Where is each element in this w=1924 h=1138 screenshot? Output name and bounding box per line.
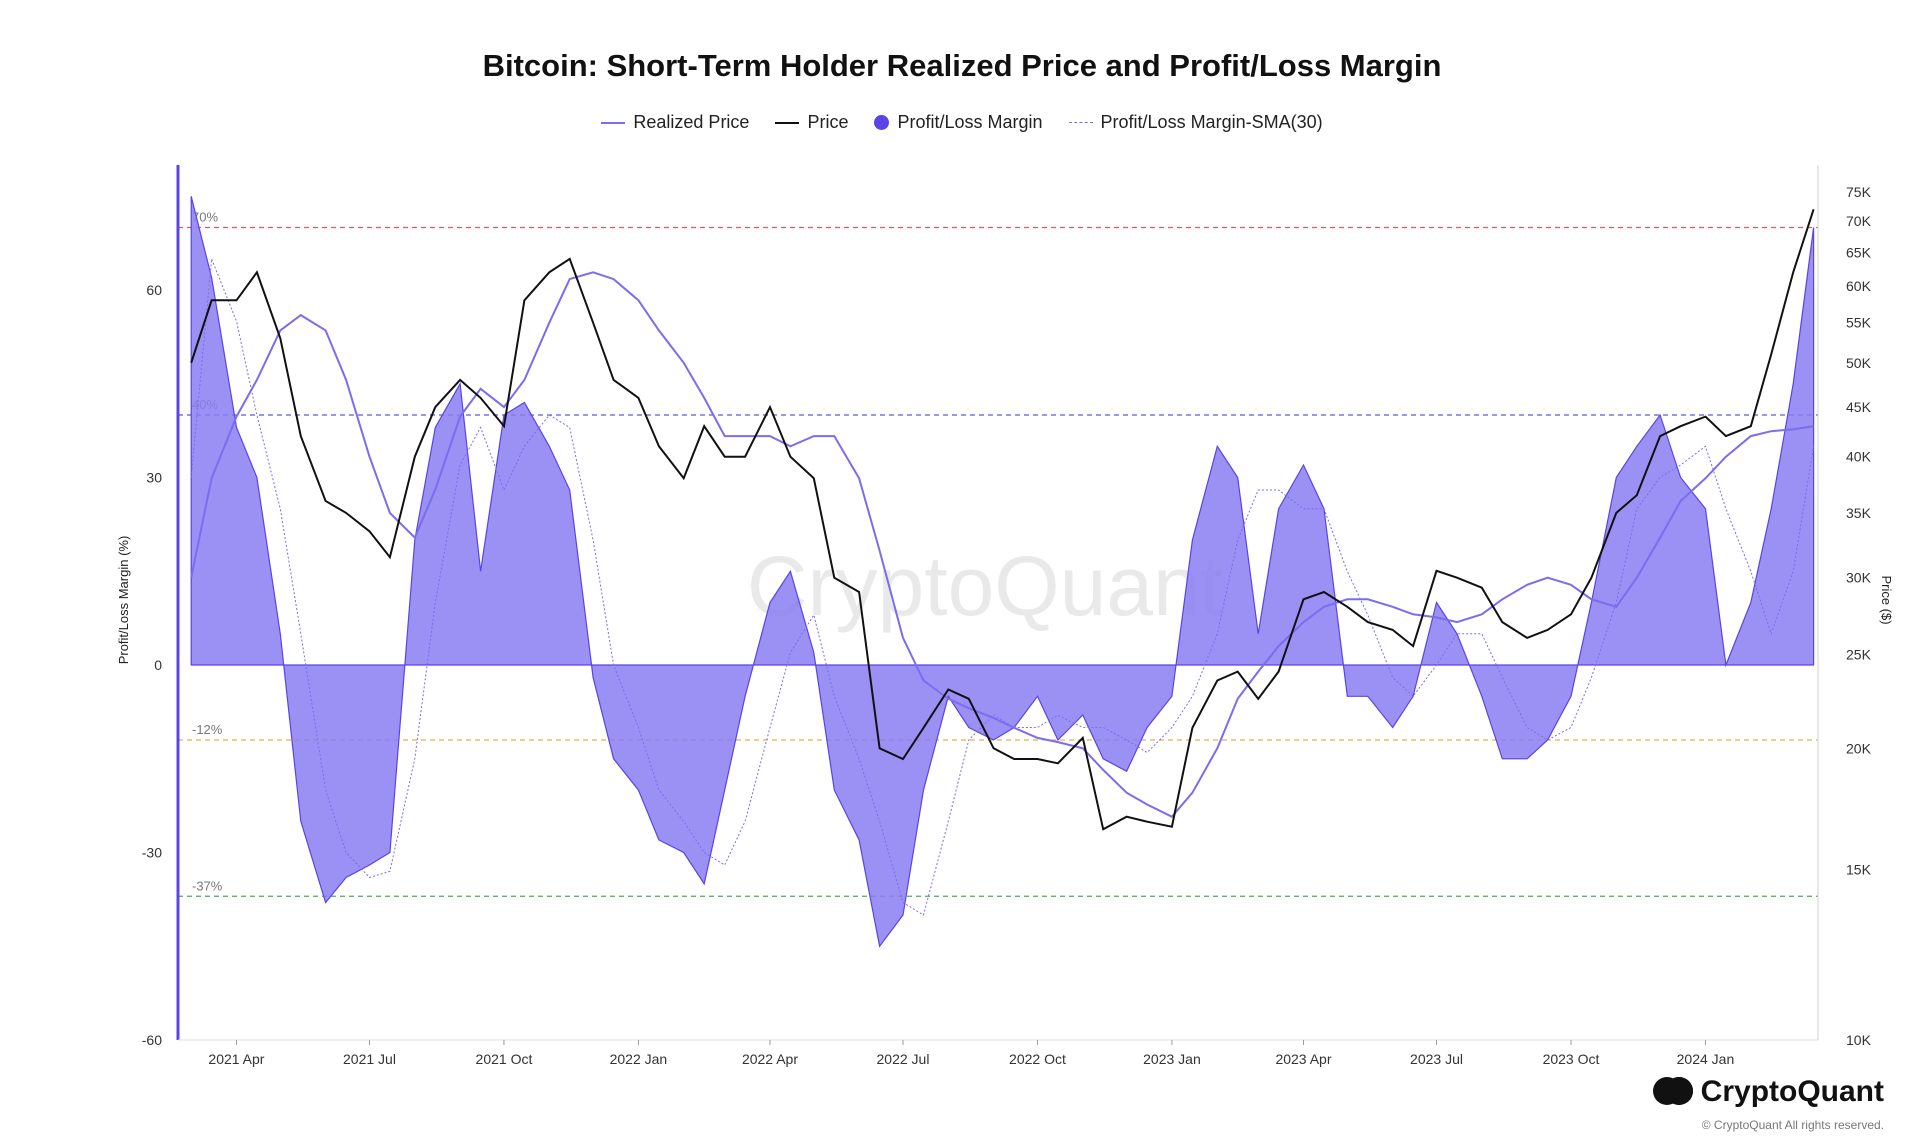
x-tick-label-9: 2023 Jul [1410, 1051, 1463, 1067]
series-line-realized-price [190, 271, 1814, 818]
legend-label-price: Price [807, 112, 849, 132]
copyright-text: © CryptoQuant All rights reserved. [1701, 1118, 1884, 1132]
legend-label-realized-price: Realized Price [633, 112, 750, 132]
series-line-sma [190, 258, 1815, 916]
y-tick-right-1: 70K [1846, 213, 1872, 229]
y-axis-left-title: Profit/Loss Margin (%) [116, 536, 131, 665]
reference-label-2: -12% [192, 722, 223, 737]
y-tick-right-12: 15K [1846, 861, 1872, 877]
y-tick-left-4: -60 [142, 1032, 162, 1048]
x-tick-label-3: 2022 Jan [610, 1051, 668, 1067]
y-tick-right-2: 65K [1846, 244, 1872, 260]
x-tick-label-5: 2022 Jul [877, 1051, 930, 1067]
x-tick-label-10: 2023 Oct [1543, 1051, 1600, 1067]
y-tick-right-10: 25K [1846, 646, 1872, 662]
y-tick-right-8: 35K [1846, 505, 1872, 521]
series-line-price [190, 208, 1815, 831]
brand-logo: CryptoQuant [1652, 1075, 1884, 1109]
x-tick-label-8: 2023 Apr [1275, 1051, 1331, 1067]
legend-item-sma[interactable]: Profit/Loss Margin-SMA(30) [1068, 112, 1323, 133]
y-tick-right-9: 30K [1846, 570, 1872, 586]
legend-item-margin[interactable]: Profit/Loss Margin [874, 112, 1043, 133]
x-tick-label-11: 2024 Jan [1677, 1051, 1735, 1067]
x-tick-label-7: 2023 Jan [1143, 1051, 1201, 1067]
legend-swatch-realized-price [601, 121, 626, 124]
reference-label-3: -37% [192, 878, 223, 893]
y-tick-right-6: 45K [1846, 399, 1872, 415]
chart-legend: Realized Price Price Profit/Loss Margin … [0, 112, 1924, 133]
y-tick-left-2: 0 [154, 657, 162, 673]
x-tick-label-2: 2021 Oct [476, 1051, 533, 1067]
y-tick-right-13: 10K [1846, 1032, 1872, 1048]
legend-item-price[interactable]: Price [775, 112, 848, 133]
y-tick-right-0: 75K [1846, 184, 1872, 200]
cryptoquant-logo-icon [1652, 1077, 1693, 1107]
series-lines [190, 208, 1815, 916]
axes: 60 30 0 -30 -60 75K 70K 65K 60K 55K 50K 45K 40K 35K 30… [142, 165, 1872, 1067]
y-tick-right-3: 60K [1846, 278, 1872, 294]
legend-swatch-price [775, 121, 800, 124]
legend-swatch-sma [1068, 122, 1093, 123]
chart-title: Bitcoin: Short-Term Holder Realized Pric… [482, 48, 1442, 83]
legend-item-realized-price[interactable]: Realized Price [601, 112, 749, 133]
legend-label-margin: Profit/Loss Margin [897, 112, 1043, 132]
reference-label-0: 70% [192, 210, 218, 225]
y-tick-left-1: 30 [146, 470, 162, 486]
y-tick-right-5: 50K [1846, 355, 1872, 371]
logo-text: CryptoQuant [1700, 1075, 1884, 1108]
legend-label-sma: Profit/Loss Margin-SMA(30) [1100, 112, 1323, 132]
watermark-text: CryptoQuant [747, 539, 1223, 633]
y-tick-left-0: 60 [146, 282, 162, 298]
y-tick-left-3: -30 [142, 845, 162, 861]
y-axis-right-title: Price ($) [1879, 575, 1894, 624]
x-tick-label-4: 2022 Apr [742, 1051, 798, 1067]
x-tick-label-0: 2021 Apr [208, 1051, 264, 1067]
y-tick-right-7: 40K [1846, 449, 1872, 465]
y-tick-right-11: 20K [1846, 740, 1872, 756]
legend-swatch-margin [874, 115, 890, 130]
x-tick-label-6: 2022 Oct [1009, 1051, 1066, 1067]
x-tick-label-1: 2021 Jul [343, 1051, 396, 1067]
y-tick-right-4: 55K [1846, 315, 1872, 331]
